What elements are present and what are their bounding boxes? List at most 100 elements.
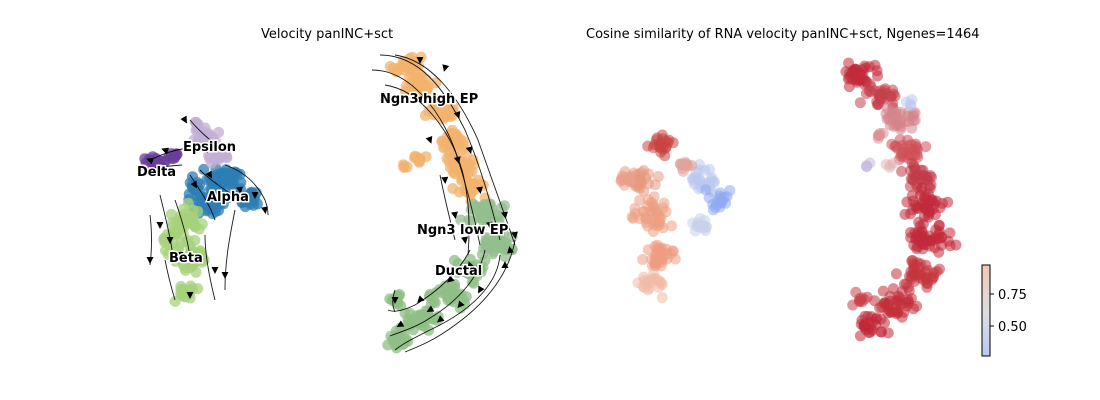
cell-point — [699, 164, 711, 176]
cell-point — [890, 268, 902, 280]
cell-point — [421, 312, 433, 324]
streamline-arrowhead — [501, 261, 509, 268]
cell-point — [908, 160, 920, 172]
cell-point — [177, 203, 189, 215]
cell-point — [479, 201, 491, 213]
streamline — [224, 209, 236, 291]
cell-point — [892, 118, 904, 130]
streamline-arrowhead — [465, 146, 473, 154]
streamline-arrowhead — [442, 64, 450, 72]
cell-point — [898, 306, 910, 318]
velocity-streamlines — [139, 54, 518, 353]
cell-point — [642, 194, 654, 206]
cell-point — [469, 200, 481, 212]
streamline-arrowhead — [146, 257, 154, 264]
cell-point — [936, 239, 947, 251]
cell-point — [944, 227, 956, 239]
cosine-scatter-points — [615, 57, 962, 342]
streamline-arrowhead — [461, 236, 468, 244]
cell-point — [192, 118, 204, 130]
cell-point — [858, 293, 870, 305]
cell-point — [904, 98, 916, 110]
cell-point — [707, 204, 719, 216]
streamline-arrowhead — [211, 267, 219, 274]
cell-point — [414, 153, 426, 164]
cell-point — [444, 162, 456, 174]
streamline-arrowhead — [486, 221, 493, 229]
cell-point — [219, 147, 231, 159]
streamline — [379, 54, 501, 241]
cell-point — [921, 281, 933, 293]
cell-point — [655, 142, 667, 154]
cell-point — [244, 187, 256, 199]
cell-point — [412, 316, 424, 328]
cell-point — [706, 172, 718, 184]
cell-point — [495, 236, 507, 248]
streamline — [159, 194, 173, 251]
streamline-arrowhead — [146, 157, 155, 165]
cell-point — [882, 298, 894, 310]
cell-point — [435, 94, 447, 106]
cell-point — [873, 130, 885, 142]
cell-point — [930, 224, 942, 236]
cell-point — [444, 111, 456, 123]
streamline-arrowhead — [467, 261, 475, 270]
streamline-arrowhead — [176, 252, 184, 259]
velocity-scatter-points — [139, 51, 518, 354]
streamline — [139, 164, 183, 171]
cell-point — [392, 330, 404, 342]
streamline — [389, 249, 486, 337]
streamline — [189, 119, 223, 151]
cell-point — [480, 238, 492, 250]
streamline-arrowhead — [457, 300, 465, 309]
streamline-arrowhead — [426, 305, 435, 312]
cell-point — [239, 201, 251, 213]
streamline-arrowhead — [391, 297, 399, 304]
cell-point — [430, 287, 442, 299]
streamline-arrowhead — [166, 237, 174, 244]
streamline-arrowhead — [478, 285, 485, 294]
cell-point — [906, 122, 918, 134]
streamline-arrowhead — [476, 186, 483, 194]
cell-point — [639, 206, 650, 218]
streamline-arrowhead — [396, 320, 405, 327]
cell-point — [403, 72, 415, 84]
cluster-label: Delta — [137, 165, 176, 180]
cell-point — [198, 163, 210, 175]
cell-point — [924, 205, 936, 217]
streamline-arrowhead — [200, 145, 209, 153]
cell-point — [894, 108, 905, 120]
streamline — [387, 249, 471, 312]
colorbar-tick-label-075: 0.75 — [998, 288, 1027, 303]
cell-point — [634, 174, 646, 186]
streamline — [404, 239, 516, 353]
cell-point — [942, 196, 954, 208]
cell-point — [854, 330, 866, 342]
cell-point — [666, 220, 678, 232]
right-plot-title: Cosine similarity of RNA velocity panINC… — [586, 27, 980, 42]
streamline — [204, 234, 216, 301]
cell-point — [441, 153, 453, 165]
cluster-label: Alpha — [207, 190, 249, 205]
cell-point — [842, 73, 854, 85]
cell-point — [471, 270, 483, 282]
streamline-arrowhead — [501, 211, 508, 219]
cell-point — [196, 250, 208, 262]
cell-point — [642, 140, 654, 152]
streamline-arrowhead — [417, 295, 425, 303]
cluster-label: Ngn3 low EP — [417, 223, 508, 238]
cell-point — [724, 185, 736, 196]
cell-point — [920, 272, 932, 284]
cell-point — [894, 134, 906, 146]
cell-point — [170, 228, 182, 240]
colorbar-tick-label-050: 0.50 — [998, 320, 1027, 335]
cell-point — [183, 251, 195, 263]
cell-point — [917, 233, 929, 245]
cell-point — [461, 176, 473, 188]
cell-point — [398, 58, 410, 70]
streamline — [439, 174, 456, 241]
cell-point — [199, 198, 211, 210]
cell-point — [896, 165, 908, 177]
cell-point — [620, 174, 632, 185]
